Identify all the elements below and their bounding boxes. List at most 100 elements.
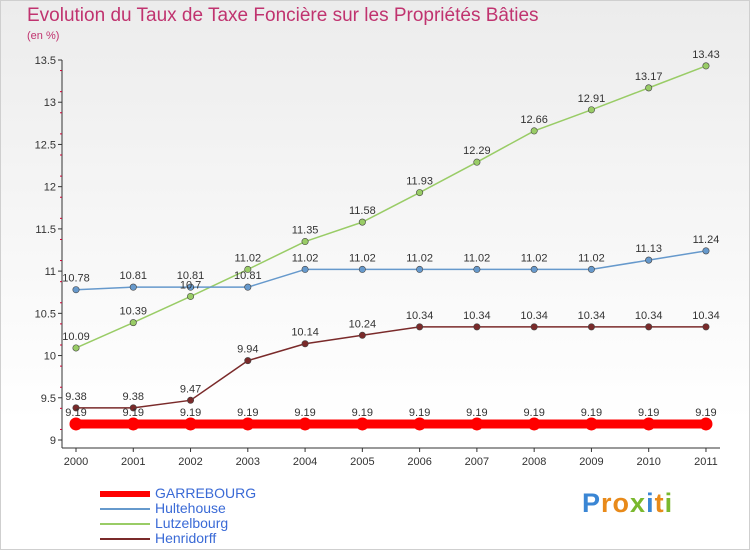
x-tick-label: 2003: [236, 456, 260, 468]
data-label-lutzelbourg: 11.58: [349, 205, 376, 217]
point-hultehouse: [473, 265, 481, 273]
point-lutzelbourg: [702, 62, 710, 70]
data-label-lutzelbourg: 11.93: [406, 176, 433, 188]
data-label-lutzelbourg: 12.91: [578, 93, 606, 105]
x-tick-label: 2010: [636, 456, 660, 468]
x-tick-label: 2005: [350, 456, 374, 468]
data-label-garrebourg: 9.19: [409, 407, 430, 419]
point-hultehouse: [587, 265, 595, 273]
data-label-henridorff: 9.38: [65, 391, 86, 403]
point-lutzelbourg: [530, 127, 538, 135]
legend-item-henridorff: Henridorff: [100, 531, 256, 546]
legend-swatch-henridorff: [100, 537, 150, 540]
point-garrebourg: [69, 417, 83, 431]
data-label-lutzelbourg: 11.35: [292, 225, 319, 237]
data-label-lutzelbourg: 11.02: [234, 252, 261, 264]
point-garrebourg: [527, 417, 541, 431]
legend-item-garrebourg: GARREBOURG: [100, 486, 256, 501]
y-tick-label: 13: [44, 97, 56, 109]
y-tick-label: 13.5: [35, 55, 56, 67]
x-tick-label: 2008: [522, 456, 546, 468]
data-label-garrebourg: 9.19: [523, 407, 544, 419]
point-garrebourg: [699, 417, 713, 431]
series-line-hultehouse: [75, 250, 707, 291]
data-label-lutzelbourg: 12.29: [463, 145, 491, 157]
data-label-garrebourg: 9.19: [123, 407, 144, 419]
data-label-garrebourg: 9.19: [237, 407, 258, 419]
data-label-hultehouse: 11.24: [693, 234, 720, 246]
x-tick-label: 2001: [121, 456, 145, 468]
data-label-hultehouse: 11.02: [349, 252, 376, 264]
point-henridorff: [244, 357, 252, 365]
chart-title: Evolution du Taux de Taxe Foncière sur l…: [27, 5, 539, 26]
point-henridorff: [358, 331, 366, 339]
point-garrebourg: [413, 417, 427, 431]
data-label-hultehouse: 10.81: [234, 270, 262, 282]
data-label-lutzelbourg: 13.43: [692, 49, 720, 61]
data-label-garrebourg: 9.19: [466, 407, 487, 419]
data-label-hultehouse: 11.02: [406, 252, 433, 264]
series-line-lutzelbourg: [75, 65, 707, 349]
point-hultehouse: [702, 247, 710, 255]
data-label-henridorff: 9.94: [237, 344, 258, 356]
legend-item-hultehouse: Hultehouse: [100, 501, 256, 516]
x-tick-label: 2011: [694, 456, 718, 468]
y-tick-label: 12.5: [35, 139, 56, 151]
point-hultehouse: [301, 265, 309, 273]
data-label-henridorff: 9.38: [123, 391, 144, 403]
data-label-hultehouse: 11.02: [578, 252, 605, 264]
data-label-henridorff: 10.34: [463, 310, 491, 322]
x-tick-label: 2000: [64, 456, 88, 468]
data-label-garrebourg: 9.19: [352, 407, 373, 419]
data-label-hultehouse: 10.78: [62, 273, 90, 285]
point-hultehouse: [358, 265, 366, 273]
point-lutzelbourg: [645, 84, 653, 92]
x-tick-label: 2002: [178, 456, 202, 468]
logo-letter: t: [654, 488, 665, 518]
legend-label-lutzelbourg: Lutzelbourg: [155, 515, 229, 531]
point-garrebourg: [584, 417, 598, 431]
proxiti-logo: Proxiti: [582, 488, 673, 519]
point-henridorff: [587, 323, 595, 331]
point-garrebourg: [355, 417, 369, 431]
data-label-lutzelbourg: 10.09: [62, 331, 90, 343]
point-lutzelbourg: [244, 265, 252, 273]
point-lutzelbourg: [129, 319, 137, 327]
y-tick-label: 9: [50, 435, 56, 447]
point-hultehouse: [416, 265, 424, 273]
legend-label-hultehouse: Hultehouse: [155, 500, 226, 516]
point-garrebourg: [126, 417, 140, 431]
point-garrebourg: [470, 417, 484, 431]
data-label-garrebourg: 9.19: [294, 407, 315, 419]
y-tick-label: 10: [44, 351, 56, 363]
point-hultehouse: [530, 265, 538, 273]
point-henridorff: [129, 404, 137, 412]
data-label-garrebourg: 9.19: [581, 407, 602, 419]
point-lutzelbourg: [473, 158, 481, 166]
point-henridorff: [72, 404, 80, 412]
series-line-henridorff: [76, 326, 706, 409]
data-label-garrebourg: 9.19: [65, 407, 86, 419]
legend: GARREBOURG Hultehouse Lutzelbourg Henrid…: [100, 486, 256, 546]
legend-label-henridorff: Henridorff: [155, 530, 217, 546]
logo-letter: i: [664, 488, 674, 518]
y-tick-label: 12: [44, 182, 56, 194]
point-lutzelbourg: [587, 106, 595, 114]
data-label-henridorff: 10.34: [692, 310, 720, 322]
x-tick-label: 2007: [465, 456, 489, 468]
point-henridorff: [645, 323, 653, 331]
point-garrebourg: [298, 417, 312, 431]
point-lutzelbourg: [416, 189, 424, 197]
data-label-henridorff: 10.34: [406, 310, 434, 322]
point-henridorff: [702, 323, 710, 331]
point-garrebourg: [241, 417, 255, 431]
point-lutzelbourg: [358, 218, 366, 226]
logo-letter: o: [612, 488, 631, 518]
legend-swatch-garrebourg: [100, 490, 150, 497]
data-label-henridorff: 10.34: [578, 310, 606, 322]
data-label-lutzelbourg: 12.66: [520, 114, 548, 126]
point-henridorff: [473, 323, 481, 331]
data-label-hultehouse: 11.02: [292, 252, 319, 264]
point-henridorff: [416, 323, 424, 331]
